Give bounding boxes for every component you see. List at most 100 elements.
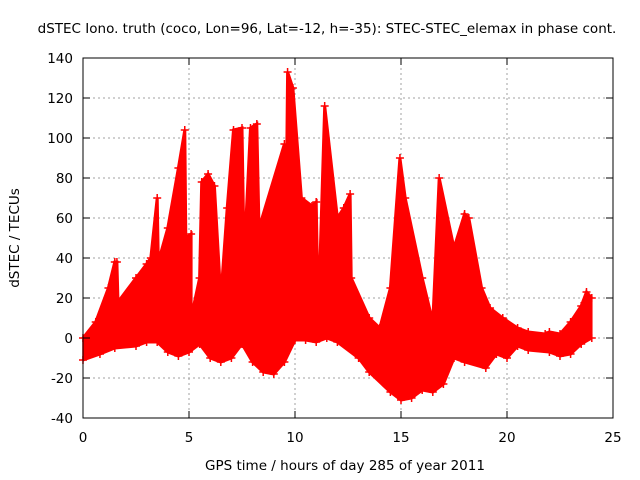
- data-point: [132, 342, 140, 350]
- data-point: [240, 254, 249, 262]
- data-point: [187, 230, 196, 238]
- data-point: [407, 394, 416, 402]
- data-point: [95, 350, 104, 358]
- data-point: [216, 294, 225, 302]
- data-point: [481, 364, 490, 372]
- data-point: [365, 368, 374, 376]
- data-point: [477, 284, 486, 292]
- y-tick-label: -20: [51, 371, 73, 387]
- data-point: [204, 170, 213, 178]
- data-point: [418, 274, 427, 282]
- data-point: [524, 328, 533, 336]
- data-point: [229, 126, 238, 134]
- data-point: [587, 294, 596, 302]
- data-point: [195, 340, 204, 348]
- data-point: [513, 342, 522, 350]
- data-point: [180, 126, 189, 134]
- y-tick-label: 60: [56, 211, 73, 227]
- x-tick-label: 10: [286, 430, 303, 446]
- data-point: [460, 358, 469, 366]
- data-point: [269, 370, 278, 378]
- data-point: [322, 334, 331, 342]
- data-point: [227, 354, 236, 362]
- data-point: [395, 154, 404, 162]
- y-tick-label: 120: [47, 91, 73, 107]
- data-point: [333, 214, 342, 222]
- x-axis-label: GPS time / hours of day 285 of year 2011: [205, 458, 485, 474]
- data-point: [418, 386, 427, 394]
- data-point: [582, 288, 591, 296]
- data-point: [354, 354, 363, 362]
- y-tick-label: 0: [64, 331, 73, 347]
- data-point: [280, 140, 289, 148]
- data-point: [320, 102, 329, 110]
- data-point: [91, 318, 100, 326]
- data-point: [291, 336, 299, 344]
- data-point: [210, 182, 219, 190]
- x-tick-label: 25: [604, 430, 621, 446]
- data-point: [307, 202, 316, 210]
- data-point: [238, 124, 246, 132]
- x-tick-label: 20: [498, 430, 515, 446]
- data-point: [428, 318, 437, 326]
- data-point: [187, 314, 196, 322]
- x-tick-label: 0: [79, 430, 88, 446]
- data-point: [248, 358, 257, 366]
- data-point: [146, 254, 155, 262]
- data-point: [154, 258, 163, 266]
- data-point: [301, 336, 310, 344]
- data-point: [541, 330, 550, 338]
- data-point: [223, 204, 232, 212]
- data-point: [347, 274, 356, 282]
- data-point: [314, 314, 323, 322]
- data-point: [566, 318, 575, 326]
- data-point: [312, 198, 321, 206]
- data-point: [513, 324, 522, 332]
- data-point: [288, 84, 297, 92]
- data-point: [346, 190, 355, 198]
- data-point: [556, 352, 564, 360]
- data-point: [104, 284, 113, 292]
- data-point: [185, 348, 193, 356]
- data-point: [174, 352, 183, 360]
- y-tick-label: 20: [56, 291, 73, 307]
- x-tick-label: 15: [392, 430, 409, 446]
- data-point: [181, 234, 190, 242]
- data-point: [112, 258, 121, 266]
- data-point: [587, 334, 596, 342]
- data-point: [428, 388, 437, 396]
- data-point: [113, 298, 122, 306]
- data-point: [163, 224, 172, 232]
- data-point: [486, 304, 495, 312]
- data-point: [238, 340, 246, 348]
- x-tick-label: 5: [185, 430, 194, 446]
- data-point: [577, 302, 586, 310]
- data-point: [153, 338, 162, 346]
- y-tick-label: 80: [56, 171, 73, 187]
- data-point: [524, 346, 533, 354]
- data-point: [386, 388, 395, 396]
- data-point: [252, 120, 261, 128]
- data-point: [195, 274, 204, 282]
- y-axis-label: dSTEC / TECUs: [7, 188, 23, 288]
- data-point: [460, 210, 469, 218]
- data-point: [281, 274, 290, 282]
- data-point: [312, 338, 321, 346]
- data-point: [503, 354, 511, 362]
- dstec-lower-edge: [82, 336, 593, 402]
- data-point: [142, 338, 151, 346]
- data-point: [365, 314, 374, 322]
- data-point: [577, 340, 586, 348]
- data-point: [246, 124, 255, 132]
- data-point: [197, 178, 206, 186]
- data-point: [339, 204, 348, 212]
- data-point: [333, 338, 342, 346]
- data-point: [132, 274, 140, 282]
- data-point: [401, 194, 410, 202]
- y-tick-label: 40: [56, 251, 73, 267]
- y-tick-label: 100: [47, 131, 73, 147]
- ticks: -40 -20 0 20 40 60 80 100 120 140 0 5 10 15 20 25: [47, 51, 621, 446]
- data-point: [216, 358, 225, 366]
- data-point: [435, 174, 444, 182]
